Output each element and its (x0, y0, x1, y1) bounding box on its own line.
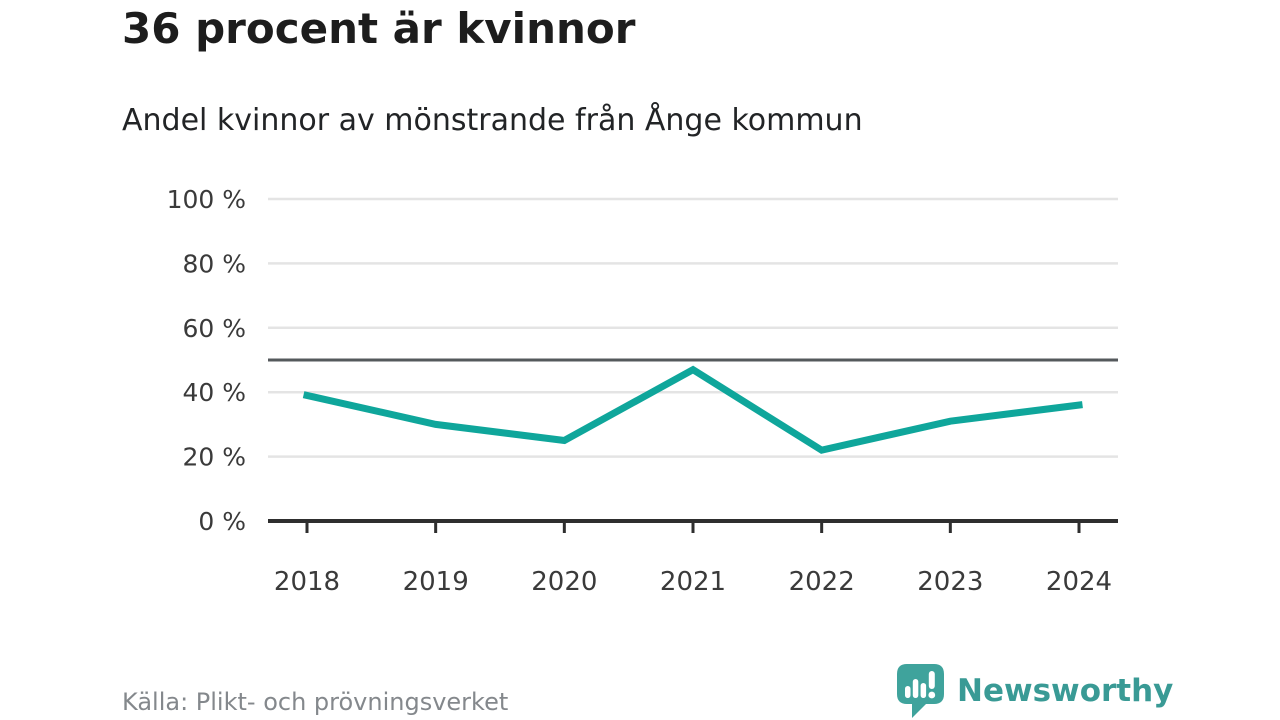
data-line-andel-kvinnor-av-m-nstrande (302, 365, 1083, 454)
chart-title: 36 procent är kvinnor (122, 4, 636, 53)
logo-exclamation-dot (928, 691, 936, 699)
source-note: Källa: Plikt- och prövningsverket (122, 688, 509, 716)
y-tick-label: 0 % (198, 507, 246, 536)
x-tick-label: 2021 (660, 567, 726, 597)
brand-logo: Newsworthy (895, 663, 1173, 719)
y-tick-label: 100 % (167, 185, 246, 214)
logo-bar-3 (920, 683, 927, 698)
x-tick-label: 2022 (789, 567, 855, 597)
logo-bar-2 (912, 679, 919, 698)
x-tick-label: 2023 (917, 567, 983, 597)
y-tick-label: 80 % (182, 249, 246, 278)
logo-bubble-shape (897, 664, 944, 718)
x-tick-label: 2024 (1046, 567, 1112, 597)
logo-bar-1 (905, 686, 911, 698)
y-tick-label: 20 % (182, 443, 246, 472)
y-tick-label: 60 % (182, 314, 246, 343)
brand-name: Newsworthy (957, 673, 1174, 709)
newsworthy-logo-icon (897, 664, 944, 718)
y-tick-label: 40 % (182, 378, 246, 407)
x-tick-label: 2019 (403, 567, 469, 597)
line-chart: 2018 2019 2020 2021 2022 2023 2024 0 % 20 % 40 % 6… (167, 185, 1118, 597)
chart-subtitle: Andel kvinnor av mönstrande från Ånge ko… (122, 103, 863, 138)
logo-exclamation-bar (928, 671, 935, 689)
x-tick-label: 2018 (274, 567, 340, 597)
x-tick-label: 2020 (531, 567, 597, 597)
